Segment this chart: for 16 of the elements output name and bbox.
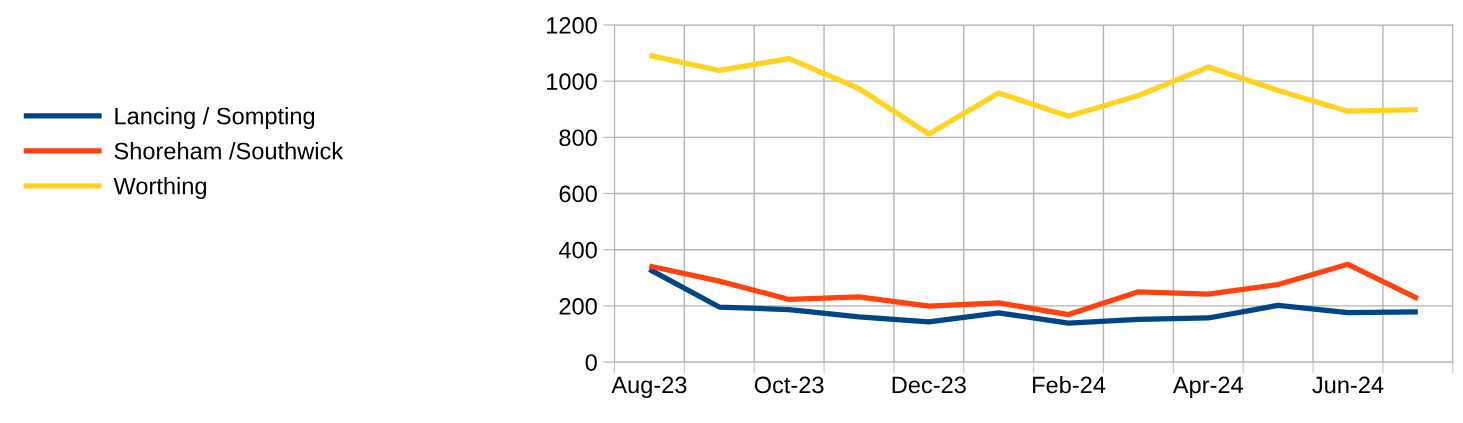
y-tick-label: 1000	[547, 73, 597, 90]
y-tick-label: 800	[559, 129, 597, 147]
legend-label: Worthing	[113, 177, 207, 200]
x-tick-label: Apr-24	[1172, 376, 1243, 398]
x-tick-label: Feb-24	[1033, 375, 1106, 394]
x-tick-label: Jun-24	[1312, 376, 1384, 394]
y-tick-label: 0	[585, 354, 597, 371]
x-tick-label: Dec-23	[892, 376, 966, 394]
y-tick-label: 400	[558, 241, 597, 259]
legend-label: Shoreham /Southwick	[114, 142, 344, 160]
x-tick-label: Oct-23	[754, 376, 824, 394]
y-tick-label: 1200	[547, 17, 597, 34]
y-tick-label: 200	[559, 297, 597, 315]
legend-label: Lancing / Sompting	[115, 107, 315, 130]
y-tick-label: 600	[559, 185, 597, 203]
x-tick-label: Aug-23	[611, 376, 687, 398]
